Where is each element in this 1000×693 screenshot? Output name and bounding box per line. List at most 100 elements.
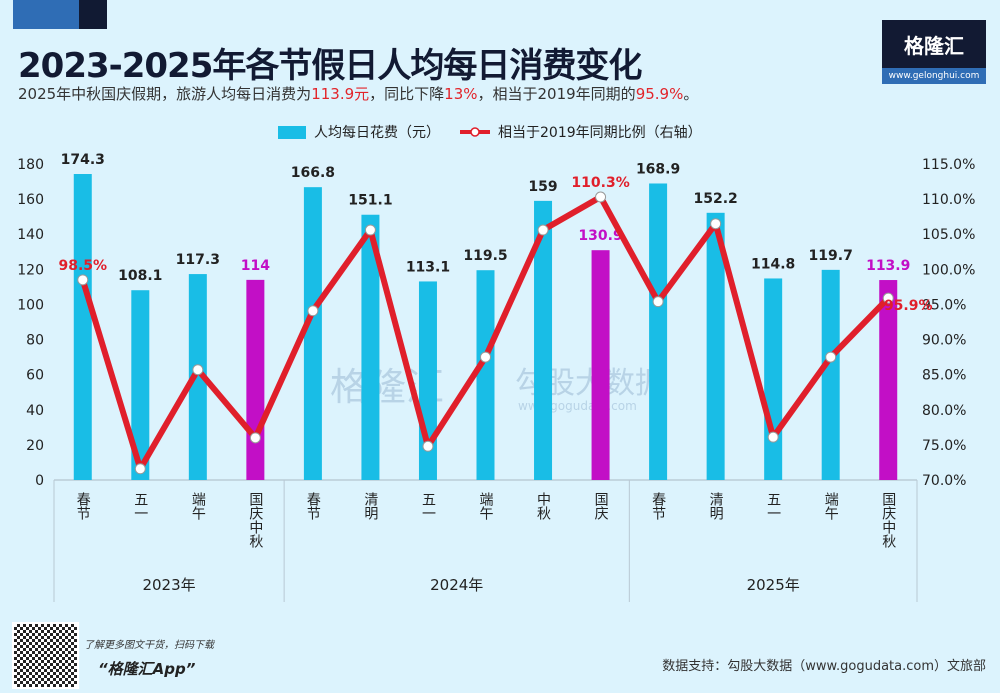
y-right-tick: 90.0%	[922, 333, 966, 349]
bar-label: 166.8	[291, 165, 335, 181]
x-tick-label: 端午	[823, 492, 839, 520]
x-tick-label: 清明	[708, 492, 724, 521]
y-left-tick: 80	[26, 333, 44, 349]
y-left-tick: 160	[17, 192, 44, 208]
y-right-tick: 80.0%	[922, 403, 966, 419]
x-tick-label: 端午	[190, 492, 206, 520]
y-right-tick: 85.0%	[922, 368, 966, 384]
logo-name: 格隆汇	[904, 34, 964, 58]
qr-code	[12, 622, 79, 689]
bar	[188, 274, 207, 480]
y-right-tick: 70.0%	[922, 473, 966, 489]
legend-line-swatch	[460, 127, 490, 137]
line-label: 98.5%	[58, 258, 107, 274]
y-left-tick: 140	[17, 227, 44, 243]
bar	[476, 270, 495, 480]
line-point	[710, 218, 722, 230]
bar	[764, 278, 783, 480]
bar-label: 151.1	[348, 193, 392, 209]
y-left-tick: 120	[17, 262, 44, 278]
subtitle-value: 95.9%	[635, 85, 684, 103]
legend: 人均每日花费（元） 相当于2019年同期比例（右轴）	[278, 122, 702, 142]
promo-text: 了解更多图文干货，扫码下载	[84, 640, 214, 651]
bar-label: 114.8	[751, 256, 795, 272]
bar	[303, 187, 322, 480]
bar-label: 159	[528, 179, 557, 195]
y-left-tick: 40	[26, 403, 44, 419]
subtitle-value: 13%	[444, 85, 478, 103]
group-label: 2025年	[747, 576, 800, 594]
y-right-tick: 95.0%	[922, 297, 966, 313]
subtitle-value: 113.9元	[311, 85, 370, 103]
x-tick-label: 五一	[765, 492, 781, 520]
x-tick-label: 春节	[305, 492, 321, 520]
bar	[131, 290, 150, 480]
bar-label: 152.2	[693, 191, 737, 207]
bar-label: 130.9	[578, 228, 622, 244]
data-source: 数据支持：勾股大数据（www.gogudata.com）文旅部	[662, 659, 986, 674]
x-tick-label: 端午	[478, 492, 494, 520]
bar	[73, 174, 92, 481]
y-left-tick: 180	[17, 157, 44, 173]
chart-title: 2023-2025年各节假日人均每日消费变化	[18, 46, 642, 86]
y-right-tick: 100.0%	[922, 262, 975, 278]
app-name: “格隆汇App”	[98, 660, 196, 678]
bar-label: 168.9	[636, 161, 680, 177]
bar-label: 174.3	[61, 152, 105, 168]
subtitle: 2025年中秋国庆假期，旅游人均每日消费为113.9元，同比下降13%，相当于2…	[18, 83, 698, 104]
bar-label: 114	[241, 258, 270, 274]
line-point	[249, 432, 261, 444]
bar	[879, 280, 898, 480]
bar-label: 108.1	[118, 268, 162, 284]
y-left-tick: 60	[26, 368, 44, 384]
legend-bar-swatch	[278, 125, 306, 139]
line-point	[767, 431, 779, 443]
y-left-tick: 0	[35, 473, 44, 489]
subtitle-text: ，同比下降	[369, 85, 445, 103]
x-tick-label: 五一	[420, 492, 436, 520]
y-right-tick: 105.0%	[922, 227, 975, 243]
line-point	[422, 440, 434, 452]
bar	[706, 212, 725, 480]
bar-label: 119.5	[463, 248, 507, 264]
subtitle-text: 2025年中秋国庆假期，旅游人均每日消费为	[18, 85, 312, 103]
x-tick-label: 五一	[132, 492, 148, 520]
line-label: 95.9%	[884, 298, 933, 314]
bar	[361, 214, 380, 481]
bar	[821, 269, 840, 480]
group-label: 2024年	[430, 576, 483, 594]
logo-url: www.gelonghui.com	[882, 68, 986, 84]
decor-bar	[13, 0, 79, 29]
line-point	[307, 305, 319, 317]
line-point	[77, 274, 89, 286]
y-left-tick: 100	[17, 297, 44, 313]
line-point	[595, 191, 607, 203]
legend-label-bar: 人均每日花费（元）	[314, 125, 440, 141]
y-right-tick: 110.0%	[922, 192, 975, 208]
legend-label-line: 相当于2019年同期比例（右轴）	[498, 125, 702, 141]
logo: 格隆汇 www.gelonghui.com	[882, 20, 986, 84]
line-point	[825, 351, 837, 363]
y-left-tick: 20	[26, 438, 44, 454]
x-tick-label: 国庆中秋	[247, 492, 263, 548]
bar	[246, 279, 265, 480]
line-point	[882, 292, 894, 304]
bar-label: 113.1	[406, 259, 450, 275]
x-tick-label: 春节	[75, 492, 91, 520]
bar	[534, 200, 553, 480]
line-point	[134, 463, 146, 475]
x-tick-label: 清明	[362, 492, 378, 521]
bar-label: 117.3	[176, 252, 220, 268]
line-point	[480, 351, 491, 363]
bar	[591, 250, 610, 480]
decor-bar-dark	[79, 0, 107, 29]
line-label: 110.3%	[571, 175, 629, 191]
x-tick-label: 春节	[650, 492, 666, 520]
x-tick-label: 国庆中秋	[880, 492, 896, 548]
y-right-tick: 75.0%	[922, 438, 966, 454]
x-tick-label: 中秋	[535, 492, 551, 520]
bar-label: 119.7	[809, 248, 853, 264]
line-point	[364, 224, 376, 236]
bar	[649, 183, 668, 480]
